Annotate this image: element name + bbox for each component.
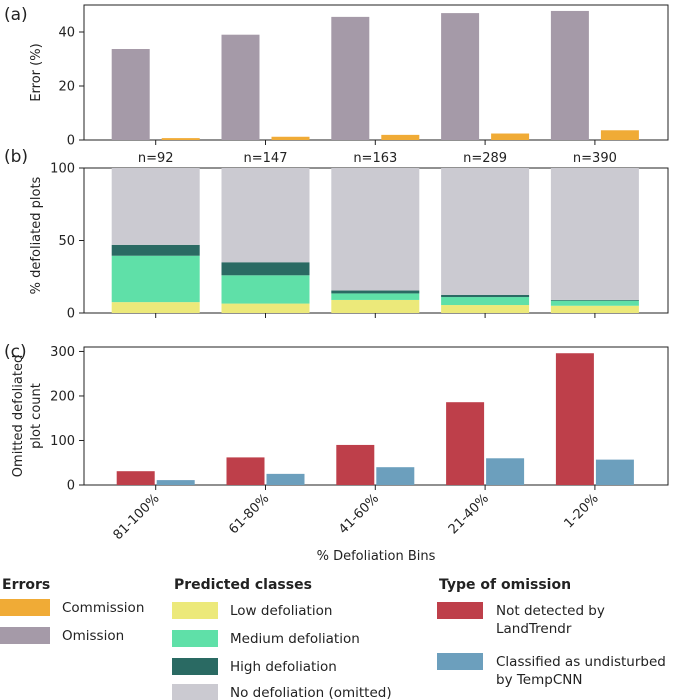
bar-commission-41-60% [381,134,420,140]
stack-no-61-80% [221,168,310,263]
legend-label: Classified as undisturbed [496,654,666,670]
xtick-label: 81-100% [111,491,163,543]
legend-group-2: Predicted classes Low defoliation Medium d… [172,577,392,700]
bar-landtrendr-1-20% [555,353,594,485]
legend-title: Type of omission [439,577,571,593]
plot-frame-a [83,4,669,141]
bar-commission-21-40% [491,133,530,140]
stack-medium-21-40% [441,297,530,306]
ytick-label: 0 [67,134,75,149]
bar-landtrendr-81-100% [116,471,155,485]
bar-commission-1-20% [600,130,639,140]
bar-landtrendr-41-60% [336,444,375,485]
xtick-label: 61-80% [226,491,272,537]
bar-omission-61-80% [221,34,260,141]
stack-no-81-100% [111,168,200,245]
bar-commission-61-80% [271,136,310,140]
xlabel: % Defoliation Bins [317,549,436,564]
bar-tempcnn-61-80% [266,473,305,485]
bar-tempcnn-21-40% [486,458,525,485]
legend-label: Commission [62,600,144,616]
bar-omission-41-60% [331,16,370,141]
bar-landtrendr-21-40% [446,402,485,485]
panel-b: 0 50 100 (b)% defoliated plots n=92 n=147 n=16… [4,147,669,322]
stack-low-41-60% [331,299,420,313]
stack-high-61-80% [221,262,310,276]
stack-high-81-100% [111,244,200,256]
legend-swatch [437,602,483,619]
stack-medium-1-20% [550,300,639,306]
legend-swatch [172,658,218,675]
legend-label: High defoliation [230,659,337,675]
legend-label: LandTrendr [496,621,572,637]
panel-c: 0 100 200 300 (c)Omitted defoliated plot coun… [4,342,669,564]
n-annotation: n=289 [463,151,507,166]
bar-commission-81-100% [161,138,200,140]
ytick-label: 100 [50,162,75,177]
legend-title: Errors [2,577,50,593]
stack-no-21-40% [441,168,530,295]
stack-medium-61-80% [221,275,310,304]
legend-label: by TempCNN [496,672,582,688]
stack-medium-41-60% [331,293,420,300]
ytick-label: 40 [58,26,75,41]
xtick-label: 21-40% [446,491,492,537]
stack-low-21-40% [441,305,530,313]
legend-label: Medium defoliation [230,631,360,647]
ylabel-a: Error (%) [29,43,44,101]
panel-a: 0 20 40 (a) Error (%) [4,4,669,149]
legend-label: No defoliation (omitted) [230,685,392,700]
stack-low-1-20% [550,305,639,313]
legend-swatch [0,599,50,616]
legend-swatch [172,602,218,619]
panel-label-c: (c) [4,342,27,362]
legend: Errors Commission Omission Predicted classe… [0,577,666,700]
stack-low-61-80% [221,303,310,313]
n-annotation: n=92 [138,151,174,166]
stack-no-41-60% [331,168,420,291]
legend-title: Predicted classes [174,577,312,593]
legend-label: Not detected by [496,603,605,619]
panel-label-a: (a) [4,5,28,25]
n-annotation: n=390 [573,151,617,166]
xtick-label: 41-60% [336,491,382,537]
xtick-label: 1-20% [562,491,602,531]
legend-swatch [172,630,218,647]
panel-label-b: (b) [4,147,28,167]
ytick-label: 0 [67,307,75,322]
ytick-label: 100 [50,434,75,449]
ytick-label: 50 [58,234,75,249]
bar-omission-21-40% [441,13,480,141]
plot-frame-c [83,346,669,486]
stack-medium-81-100% [111,255,200,303]
legend-swatch [0,627,50,644]
legend-label: Omission [62,628,124,644]
n-annotation: n=147 [244,151,288,166]
stack-low-81-100% [111,302,200,313]
legend-group-1: Errors Commission Omission [0,577,144,644]
bar-landtrendr-61-80% [226,457,265,485]
ytick-label: 0 [67,479,75,494]
ytick-label: 200 [50,389,75,404]
ylabel-c-line1: Omitted defoliated [11,355,26,477]
stack-high-41-60% [331,290,420,294]
ylabel-b: % defoliated plots [29,176,44,294]
legend-group-3: Type of omission Not detected by LandTrend… [437,577,666,688]
ytick-label: 20 [58,80,75,95]
bar-tempcnn-1-20% [595,459,634,485]
bar-omission-1-20% [550,10,589,140]
ylabel-c-line2: plot count [29,383,44,449]
legend-label: Low defoliation [230,603,332,619]
ytick-label: 300 [50,345,75,360]
stack-no-1-20% [550,168,639,300]
stack-high-1-20% [550,299,639,301]
legend-swatch [172,684,218,700]
n-annotation: n=163 [353,151,397,166]
bar-tempcnn-41-60% [376,467,415,485]
bar-tempcnn-81-100% [156,480,195,485]
stack-high-21-40% [441,294,530,298]
bar-omission-81-100% [111,49,150,141]
legend-swatch [437,653,483,670]
